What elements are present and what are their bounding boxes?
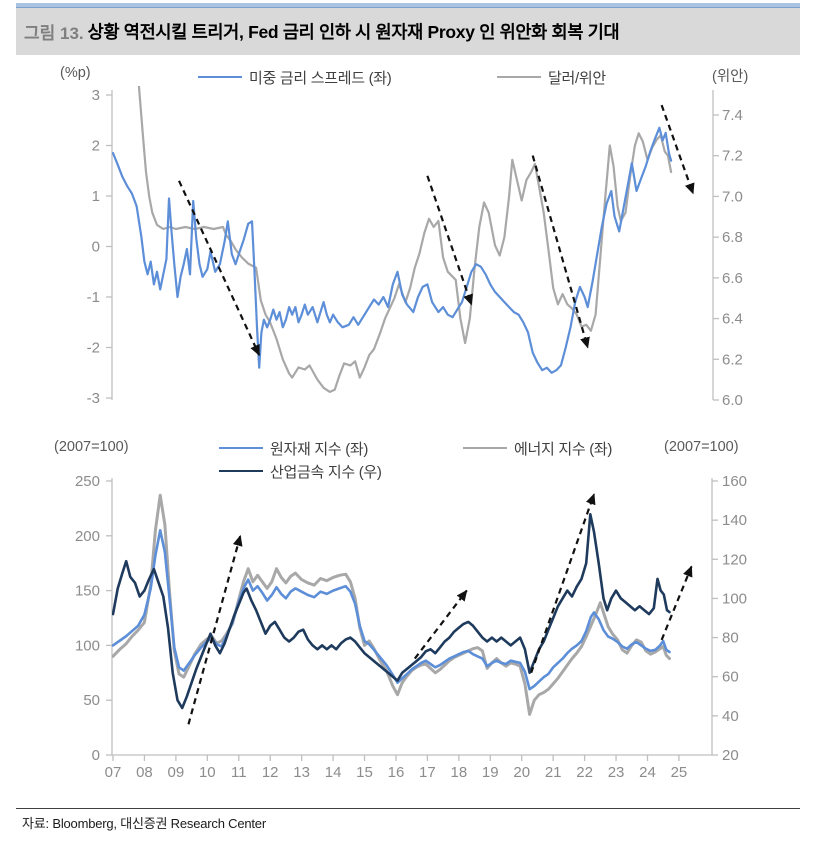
top-left-axis-caption: (%p) — [60, 65, 91, 81]
left-tick-label: 100 — [75, 637, 100, 654]
legend-item-metals: 산업금속 지수 (우) — [219, 461, 382, 481]
title-inner: 그림 13. 상황 역전시킬 트리거, Fed 금리 인하 시 원자재 Prox… — [16, 8, 800, 55]
series-group — [112, 86, 673, 393]
legend-label-metals: 산업금속 지수 (우) — [270, 463, 382, 481]
x-tick-label: 23 — [608, 764, 625, 781]
figure-title-bar: 그림 13. 상황 역전시킬 트리거, Fed 금리 인하 시 원자재 Prox… — [16, 3, 800, 55]
right-tick-label: 140 — [722, 512, 747, 529]
trend-arrow — [426, 175, 473, 306]
series-line-gray — [112, 493, 671, 716]
title-accent-line-2 — [16, 7, 800, 8]
left-tick-label: 0 — [92, 239, 100, 256]
trend-arrow — [413, 589, 468, 660]
series-line-blue — [112, 126, 673, 374]
metals-line-swatch — [219, 469, 263, 473]
right-tick-label: 100 — [722, 590, 747, 607]
commodity-line-swatch — [219, 446, 263, 450]
x-tick-label: 15 — [356, 764, 373, 781]
right-tick-label: 7.2 — [722, 148, 743, 165]
trend-arrow — [530, 493, 596, 674]
x-tick-label: 21 — [545, 764, 562, 781]
legend-label-usdcny: 달러/위안 — [548, 69, 606, 87]
x-tick-label: 10 — [199, 764, 216, 781]
title-accent-line — [16, 3, 800, 7]
right-tick-label: 6.4 — [722, 311, 743, 328]
legend-item-spread: 미중 금리 스프레드 (좌) — [198, 67, 392, 87]
x-tick-label: 18 — [450, 764, 467, 781]
left-tick-label: 50 — [83, 692, 100, 709]
right-tick-label: 7.4 — [722, 107, 743, 124]
x-tick-label: 12 — [262, 764, 279, 781]
trend-arrow — [178, 180, 261, 356]
right-tick-label: 6.0 — [722, 392, 743, 409]
left-tick-label: 0 — [92, 747, 100, 764]
left-tick-label: 200 — [75, 528, 100, 545]
x-tick-label: 13 — [293, 764, 310, 781]
footer-rule — [16, 808, 800, 809]
right-tick-label: 7.0 — [722, 188, 743, 205]
trend-arrow — [660, 565, 693, 641]
right-tick-label: 60 — [722, 669, 739, 686]
series-line-gray — [137, 86, 673, 393]
left-tick-label: 2 — [92, 138, 100, 155]
trend-arrow — [660, 104, 695, 195]
right-tick-label: 6.2 — [722, 351, 743, 368]
source-text: 자료: Bloomberg, 대신증권 Research Center — [22, 816, 266, 831]
left-tick-label: 150 — [75, 583, 100, 600]
trend-arrow — [187, 534, 243, 725]
legend-item-usdcny: 달러/위안 — [497, 67, 606, 87]
legend-item-energy: 에너지 지수 (좌) — [463, 438, 612, 458]
spread-line-swatch — [198, 75, 242, 79]
right-tick-label: 20 — [722, 747, 739, 764]
axes — [106, 90, 719, 401]
right-tick-label: 120 — [722, 551, 747, 568]
legend-label-commodity: 원자재 지수 (좌) — [270, 440, 369, 458]
x-tick-label: 16 — [388, 764, 405, 781]
x-tick-label: 25 — [671, 764, 688, 781]
top-right-axis-caption: (위안) — [712, 69, 749, 85]
series-group — [112, 493, 671, 716]
legend-label-spread: 미중 금리 스프레드 (좌) — [249, 69, 392, 87]
right-tick-label: 80 — [722, 630, 739, 647]
x-tick-label: 11 — [231, 764, 247, 781]
left-tick-label: 1 — [92, 188, 100, 205]
energy-line-swatch — [463, 446, 507, 450]
left-tick-label: 3 — [92, 87, 100, 104]
legend-item-commodity: 원자재 지수 (좌) — [219, 438, 368, 458]
x-tick-label: 22 — [576, 764, 593, 781]
x-tick-label: 14 — [325, 764, 342, 781]
left-tick-label: 250 — [75, 473, 100, 490]
x-tick-label: 08 — [136, 764, 153, 781]
figure-number: 그림 13. — [24, 24, 84, 43]
legend-label-energy: 에너지 지수 (좌) — [514, 440, 613, 458]
top-chart: 3 2 1 0 -1 -2 -3 7.4 7.2 7.0 6.8 6.6 6.4 6.2 6.0 — [87, 86, 743, 409]
right-tick-label: 6.6 — [722, 270, 743, 287]
x-tick-label: 09 — [168, 764, 185, 781]
left-tick-label: -1 — [87, 289, 100, 306]
series-line-navy — [112, 512, 671, 710]
x-tick-label: 17 — [419, 764, 436, 781]
trend-arrow — [531, 155, 590, 349]
x-tick-label: 19 — [482, 764, 499, 781]
right-tick-label: 160 — [722, 473, 747, 490]
left-tick-label: -2 — [87, 340, 100, 357]
left-tick-label: -3 — [87, 390, 100, 407]
x-tick-label: 24 — [639, 764, 656, 781]
right-tick-label: 6.8 — [722, 229, 743, 246]
figure-title: 상황 역전시킬 트리거, Fed 금리 인하 시 원자재 Proxy 인 위안화… — [87, 22, 620, 42]
right-tick-label: 40 — [722, 708, 739, 725]
x-tick-label: 20 — [513, 764, 530, 781]
bottom-left-axis-caption: (2007=100) — [54, 439, 129, 455]
bottom-chart: 250 200 150 100 50 0 160 140 120 100 80 60 40 20 07 08 0… — [75, 473, 747, 781]
usdcny-line-swatch — [497, 75, 541, 79]
axes — [106, 478, 718, 761]
x-tick-label: 07 — [105, 764, 122, 781]
bottom-right-axis-caption: (2007=100) — [664, 439, 739, 455]
